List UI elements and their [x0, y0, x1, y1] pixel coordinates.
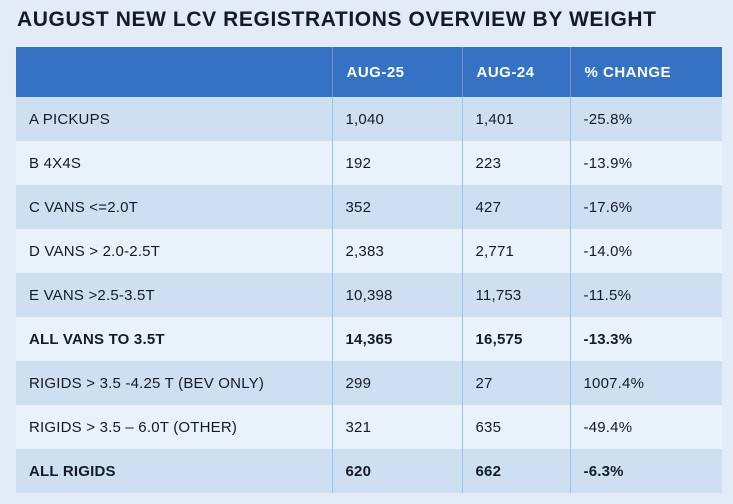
aug25-value: 10,398 [331, 273, 462, 317]
percent-change-value: -13.9% [569, 141, 722, 185]
percent-change-value: -14.0% [569, 229, 722, 273]
aug25-value: 352 [331, 185, 462, 229]
aug25-value: 620 [331, 449, 462, 493]
row-label: D VANS > 2.0-2.5T [29, 242, 161, 260]
aug24-value: 1,401 [461, 97, 570, 141]
row-label: B 4X4S [29, 154, 82, 172]
aug24-value: 16,575 [461, 317, 570, 361]
report-page: AUGUST NEW LCV REGISTRATIONS OVERVIEW BY… [16, 8, 722, 493]
percent-change-value: -13.3% [569, 317, 722, 361]
column-header-percent-change: % CHANGE [569, 47, 722, 97]
aug25-value: 1,040 [331, 97, 462, 141]
row-label: ALL VANS TO 3.5T [29, 330, 165, 348]
table-body: A PICKUPS 1,040 1,401 -25.8% B 4X4S 192 … [16, 97, 722, 493]
table-row: B 4X4S 192 223 -13.9% [16, 141, 722, 185]
percent-change-value: -6.3% [569, 449, 722, 493]
table-row: ALL RIGIDS 620 662 -6.3% [16, 449, 722, 493]
row-label: E VANS >2.5-3.5T [29, 286, 155, 304]
row-label: ALL RIGIDS [29, 462, 116, 480]
table-row: D VANS > 2.0-2.5T 2,383 2,771 -14.0% [16, 229, 722, 273]
aug25-value: 14,365 [331, 317, 462, 361]
aug25-value: 2,383 [331, 229, 462, 273]
percent-change-value: -25.8% [569, 97, 722, 141]
percent-change-value: 1007.4% [569, 361, 722, 405]
column-header-aug24: AUG-24 [461, 47, 570, 97]
column-header-aug25: AUG-25 [331, 47, 462, 97]
table-row: RIGIDS > 3.5 -4.25 T (BEV ONLY) 299 27 1… [16, 361, 722, 405]
aug25-value: 192 [331, 141, 462, 185]
lcv-registrations-table: AUG-25 AUG-24 % CHANGE A PICKUPS 1,040 1… [16, 47, 722, 493]
aug24-value: 662 [461, 449, 570, 493]
aug24-value: 11,753 [461, 273, 570, 317]
page-title: AUGUST NEW LCV REGISTRATIONS OVERVIEW BY… [17, 8, 657, 31]
row-label: A PICKUPS [29, 110, 110, 128]
table-row: ALL VANS TO 3.5T 14,365 16,575 -13.3% [16, 317, 722, 361]
table-header-row: AUG-25 AUG-24 % CHANGE [16, 47, 722, 97]
aug25-value: 321 [331, 405, 462, 449]
aug24-value: 223 [461, 141, 570, 185]
aug25-value: 299 [331, 361, 462, 405]
table-row: E VANS >2.5-3.5T 10,398 11,753 -11.5% [16, 273, 722, 317]
table-row: A PICKUPS 1,040 1,401 -25.8% [16, 97, 722, 141]
column-header-category [16, 47, 332, 97]
percent-change-value: -17.6% [569, 185, 722, 229]
aug24-value: 27 [461, 361, 570, 405]
aug24-value: 427 [461, 185, 570, 229]
row-label: RIGIDS > 3.5 -4.25 T (BEV ONLY) [29, 374, 265, 392]
row-label: RIGIDS > 3.5 – 6.0T (OTHER) [29, 418, 238, 436]
percent-change-value: -11.5% [569, 273, 722, 317]
aug24-value: 635 [461, 405, 570, 449]
table-row: C VANS <=2.0T 352 427 -17.6% [16, 185, 722, 229]
percent-change-value: -49.4% [569, 405, 722, 449]
aug24-value: 2,771 [461, 229, 570, 273]
table-row: RIGIDS > 3.5 – 6.0T (OTHER) 321 635 -49.… [16, 405, 722, 449]
row-label: C VANS <=2.0T [29, 198, 139, 216]
